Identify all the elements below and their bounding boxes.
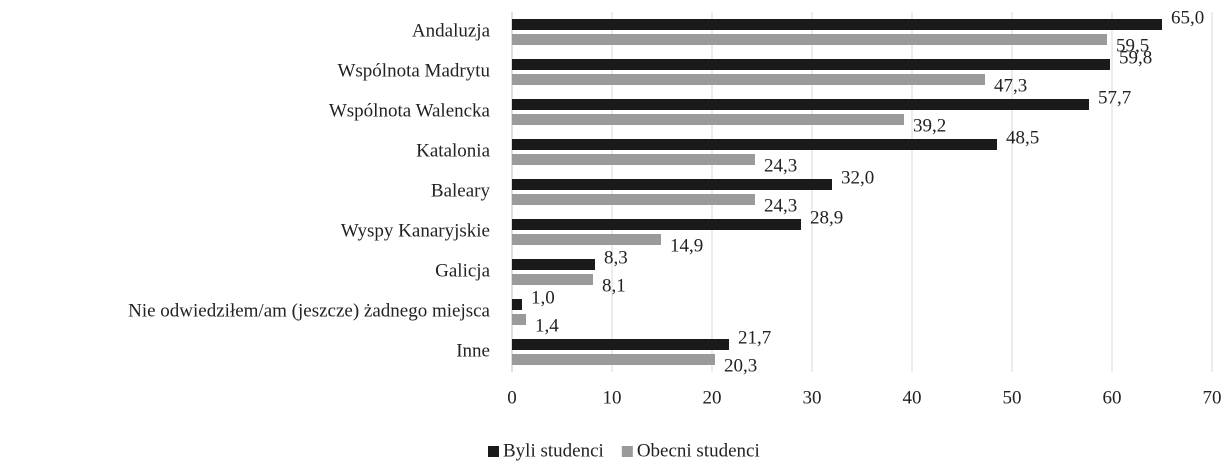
bar (512, 34, 1107, 45)
value-label: 1,0 (531, 287, 555, 308)
bar (512, 339, 729, 350)
value-label: 28,9 (810, 207, 843, 228)
value-label: 21,7 (738, 327, 771, 348)
bar (512, 139, 997, 150)
value-label: 39,2 (913, 115, 946, 136)
value-label: 48,5 (1006, 127, 1039, 148)
y-tick-label: Baleary (431, 180, 491, 201)
value-label: 1,4 (535, 315, 559, 336)
x-tick-label: 40 (903, 387, 922, 408)
value-label: 65,0 (1171, 7, 1204, 28)
bar (512, 99, 1089, 110)
value-label: 24,3 (764, 155, 797, 176)
x-tick-label: 10 (603, 387, 622, 408)
x-tick-label: 20 (703, 387, 722, 408)
y-tick-label: Andaluzja (412, 20, 491, 41)
value-label: 32,0 (841, 167, 874, 188)
x-tick-label: 70 (1203, 387, 1222, 408)
legend-swatch (621, 446, 633, 457)
value-label: 47,3 (994, 75, 1027, 96)
value-label: 24,3 (764, 195, 797, 216)
y-tick-label: Inne (456, 340, 490, 361)
bar (512, 19, 1162, 30)
legend-swatch (488, 446, 499, 457)
bar (512, 274, 593, 285)
x-tick-label: 30 (803, 387, 822, 408)
value-label: 8,1 (602, 275, 626, 296)
bar (512, 154, 755, 165)
legend-label: Obecni studenci (637, 440, 760, 461)
bar (512, 259, 595, 270)
y-tick-label: Katalonia (416, 140, 490, 161)
x-tick-label: 50 (1003, 387, 1022, 408)
bar (512, 314, 526, 325)
y-tick-label: Wyspy Kanaryjskie (341, 220, 490, 241)
bar (512, 354, 715, 365)
bar (512, 219, 801, 230)
x-tick-label: 0 (507, 387, 517, 408)
bar (512, 194, 755, 205)
bar (512, 234, 661, 245)
x-tick-label: 60 (1103, 387, 1122, 408)
value-label: 20,3 (724, 355, 757, 376)
y-tick-label: Galicja (435, 260, 490, 281)
value-label: 59,8 (1119, 47, 1152, 68)
legend-label: Byli studenci (503, 440, 604, 461)
y-tick-label: Wspólnota Walencka (329, 100, 491, 121)
value-label: 14,9 (670, 235, 703, 256)
bar (512, 299, 522, 310)
y-tick-label: Wspólnota Madrytu (337, 60, 490, 81)
value-label: 59,5 (1116, 35, 1149, 56)
value-label: 8,3 (604, 247, 628, 268)
y-tick-label: Nie odwiedziłem/am (jeszcze) żadnego mie… (128, 300, 490, 321)
bar (512, 74, 985, 85)
bar (512, 179, 832, 190)
bar (512, 59, 1110, 70)
bar (512, 114, 904, 125)
value-label: 57,7 (1098, 87, 1131, 108)
